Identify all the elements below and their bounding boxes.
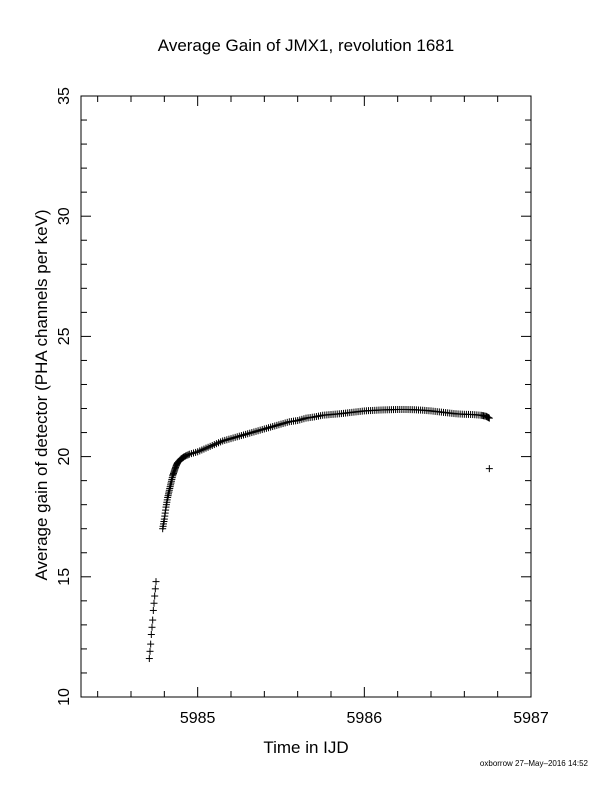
chart-title: Average Gain of JMX1, revolution 1681 xyxy=(157,36,455,55)
data-point xyxy=(147,630,155,638)
data-point xyxy=(485,465,493,473)
data-point xyxy=(152,578,160,586)
data-point xyxy=(150,599,158,607)
data-point xyxy=(149,606,157,614)
plot-frame xyxy=(80,95,532,698)
data-point xyxy=(179,454,187,462)
data-point xyxy=(485,414,493,422)
x-axis-label: Time in IJD xyxy=(263,738,349,757)
data-point xyxy=(151,585,159,593)
x-tick-label: 5985 xyxy=(180,710,216,727)
data-points xyxy=(145,405,493,663)
axis-ticks xyxy=(81,95,532,698)
y-axis-label: Average gain of detector (PHA channels p… xyxy=(32,209,51,581)
y-tick-label: 35 xyxy=(56,87,73,105)
data-point xyxy=(148,623,156,631)
y-tick-label: 25 xyxy=(56,327,73,345)
data-point xyxy=(146,647,154,655)
axis-tick-labels: 5985 5986 5987 10 15 20 25 30 35 xyxy=(56,87,549,727)
data-point xyxy=(149,616,157,624)
data-point xyxy=(184,451,192,459)
y-tick-label: 10 xyxy=(56,688,73,706)
data-point xyxy=(145,655,153,663)
x-tick-label: 5986 xyxy=(347,710,383,727)
data-point xyxy=(151,592,159,600)
y-tick-label: 30 xyxy=(56,207,73,225)
x-tick-label: 5987 xyxy=(513,710,549,727)
y-tick-label: 20 xyxy=(56,448,73,466)
y-tick-label: 15 xyxy=(56,568,73,586)
data-point xyxy=(147,640,155,648)
footer-stamp: oxborrow 27–May–2016 14:52 xyxy=(479,759,588,768)
